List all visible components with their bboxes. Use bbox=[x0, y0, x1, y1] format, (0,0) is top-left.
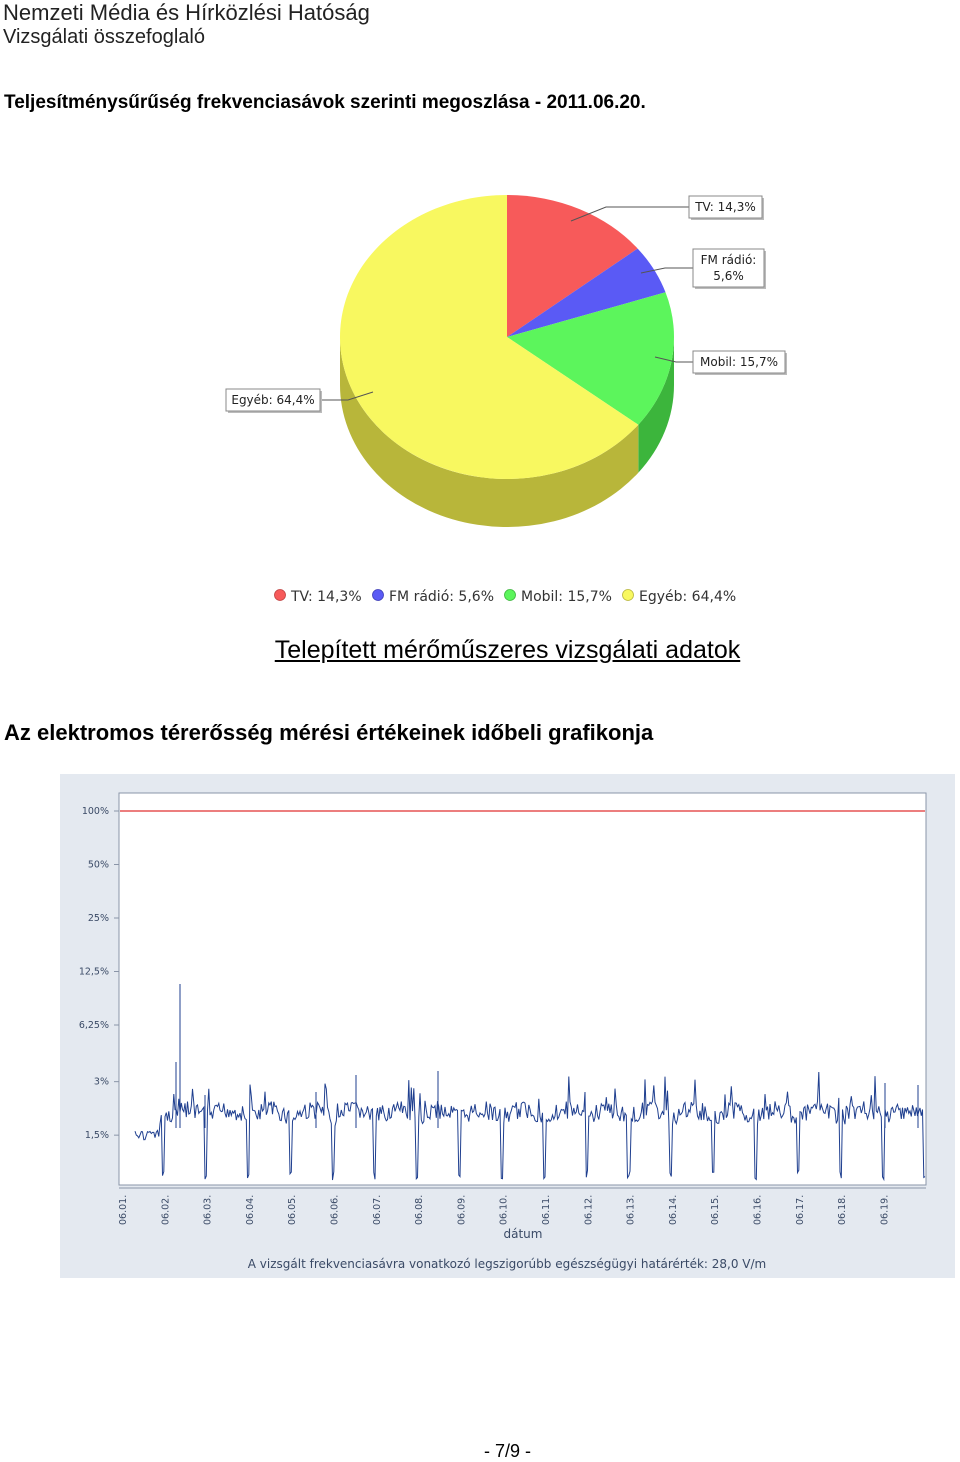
legend-label-3: Egyéb: 64,4% bbox=[639, 589, 736, 605]
legend-label-0: TV: 14,3% bbox=[290, 589, 362, 605]
legend-swatch-0 bbox=[274, 589, 286, 601]
x-tick-label: 06.12. bbox=[583, 1195, 594, 1225]
doc-subtitle: Vizsgálati összefoglaló bbox=[3, 26, 205, 48]
section-title: Telepített mérőműszeres vizsgálati adato… bbox=[274, 636, 741, 664]
x-tick-label: 06.17. bbox=[795, 1195, 806, 1225]
pie-callout-1: FM rádió: 5,6% bbox=[640, 248, 766, 289]
page-number: - 7/9 - bbox=[483, 1441, 531, 1461]
legend-swatch-3 bbox=[622, 589, 634, 601]
pie-callout-2: Mobil: 15,7% bbox=[654, 350, 787, 375]
pie-callout-label: Egyéb: 64,4% bbox=[231, 393, 314, 407]
pie-callout-3: Egyéb: 64,4% bbox=[225, 388, 374, 413]
x-tick-label: 06.15. bbox=[710, 1195, 721, 1225]
legend-swatch-1 bbox=[372, 589, 384, 601]
x-tick-label: 06.07. bbox=[372, 1195, 383, 1225]
x-tick-label: 06.05. bbox=[287, 1195, 298, 1225]
y-tick-label: 12,5% bbox=[79, 967, 109, 978]
x-tick-label: 06.08. bbox=[414, 1195, 425, 1225]
x-tick-label: 06.18. bbox=[837, 1195, 848, 1225]
pie-slice-0 bbox=[507, 195, 638, 337]
y-tick-label: 6,25% bbox=[79, 1020, 109, 1031]
x-tick-label: 06.06. bbox=[330, 1195, 341, 1225]
plot-area bbox=[118, 792, 927, 1186]
pie-callout-label: TV: 14,3% bbox=[694, 200, 756, 214]
series-line bbox=[134, 1071, 926, 1182]
timeseries-chart: 100% 50% 25% 12,5% 6,25% 3% 1,5% 06.01. 06.02. 06… bbox=[60, 774, 955, 1278]
pie-callout-label: Mobil: 15,7% bbox=[700, 355, 778, 369]
pie-side-2 bbox=[638, 337, 674, 473]
x-tick-label: 06.11. bbox=[541, 1195, 552, 1225]
y-tick-label: 1,5% bbox=[85, 1130, 109, 1141]
x-tick-label: 06.01. bbox=[118, 1195, 129, 1225]
legend-swatch-2 bbox=[504, 589, 516, 601]
pie-side-3 bbox=[340, 337, 639, 527]
pie-slice-1 bbox=[507, 248, 666, 337]
x-tick-label: 06.10. bbox=[499, 1195, 510, 1225]
pie-legend: TV: 14,3% FM rádió: 5,6% Mobil: 15,7% Egyéb… bbox=[274, 589, 736, 605]
x-tick-label: 06.09. bbox=[456, 1195, 467, 1225]
pie-chart: TV: 14,3% FM rádió: 5,6% Mobil: 15,7% Egyéb:… bbox=[225, 195, 787, 605]
y-tick-label: 100% bbox=[82, 806, 109, 817]
pie-callout-label: FM rádió: bbox=[701, 253, 757, 267]
x-tick-label: 06.14. bbox=[668, 1195, 679, 1225]
timeseries-title: Az elektromos térerősség mérési értékein… bbox=[4, 720, 654, 745]
pie-chart-title: Teljesítménysűrűség frekvenciasávok szer… bbox=[4, 92, 646, 113]
chart-footnote: A vizsgált frekvenciasávra vonatkozó leg… bbox=[248, 1257, 766, 1271]
y-tick-label: 3% bbox=[94, 1077, 109, 1088]
org-name: Nemzeti Média és Hírközlési Hatóság bbox=[3, 0, 370, 25]
x-tick-label: 06.16. bbox=[753, 1195, 764, 1225]
y-tick-label: 25% bbox=[88, 913, 109, 924]
legend-label-2: Mobil: 15,7% bbox=[521, 589, 612, 605]
legend-label-1: FM rádió: 5,6% bbox=[389, 589, 494, 605]
x-tick-label: 06.03. bbox=[203, 1195, 214, 1225]
x-tick-label: 06.19. bbox=[879, 1195, 890, 1225]
pie-slice-3 bbox=[340, 195, 639, 479]
pie-slice-2 bbox=[507, 292, 674, 425]
x-tick-label: 06.13. bbox=[626, 1195, 637, 1225]
x-tick-label: 06.04. bbox=[245, 1195, 256, 1225]
x-tick-label: 06.02. bbox=[160, 1195, 171, 1225]
pie-callout-0: TV: 14,3% bbox=[570, 195, 764, 222]
x-axis-label: dátum bbox=[504, 1227, 543, 1241]
y-tick-label: 50% bbox=[88, 860, 109, 871]
pie-callout-label: 5,6% bbox=[713, 269, 744, 283]
